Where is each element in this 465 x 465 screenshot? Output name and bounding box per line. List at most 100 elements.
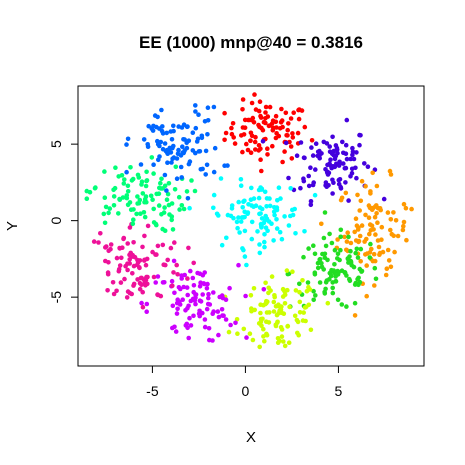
data-point: [266, 123, 272, 129]
data-point: [171, 270, 176, 275]
data-point: [338, 247, 343, 253]
data-point: [223, 130, 229, 136]
data-point: [327, 144, 333, 149]
data-point: [338, 227, 344, 233]
data-point: [128, 207, 134, 212]
data-point: [290, 269, 295, 275]
data-point: [305, 280, 311, 285]
data-point: [266, 285, 272, 291]
data-point: [182, 137, 187, 142]
data-point: [84, 188, 90, 194]
data-point: [287, 304, 292, 310]
data-point: [344, 273, 349, 278]
data-point: [322, 251, 328, 257]
data-point: [202, 324, 208, 330]
data-point: [292, 313, 298, 319]
data-point: [311, 297, 317, 303]
data-point: [308, 327, 314, 333]
data-point: [374, 203, 379, 208]
data-point: [260, 139, 266, 144]
data-point: [321, 267, 327, 272]
data-point: [206, 295, 211, 301]
data-point: [293, 231, 298, 236]
data-point: [357, 208, 363, 213]
data-point: [125, 183, 131, 189]
data-point: [143, 183, 149, 189]
data-point: [211, 290, 216, 295]
data-point: [205, 105, 211, 110]
data-point: [283, 140, 289, 146]
data-point: [334, 145, 340, 151]
data-point: [139, 182, 144, 187]
data-point: [149, 155, 155, 160]
data-point: [249, 185, 254, 191]
data-point: [292, 206, 298, 212]
data-point: [369, 223, 375, 228]
data-point: [262, 189, 268, 195]
data-point: [124, 295, 130, 300]
data-point: [263, 280, 268, 286]
data-point: [248, 197, 254, 202]
data-point: [166, 181, 172, 186]
data-point: [238, 183, 244, 188]
data-point: [185, 196, 191, 201]
data-point: [298, 140, 304, 145]
data-point: [181, 284, 186, 290]
data-point: [341, 150, 346, 156]
data-point: [108, 242, 114, 247]
data-point: [354, 150, 359, 155]
data-point: [356, 282, 361, 288]
data-point: [264, 332, 270, 338]
data-point: [145, 142, 150, 147]
data-point: [174, 176, 180, 181]
data-point: [256, 195, 262, 201]
data-point: [238, 219, 244, 224]
data-point: [204, 286, 210, 291]
data-point: [131, 217, 136, 222]
data-point: [372, 265, 378, 271]
data-point: [343, 180, 348, 185]
data-point: [138, 162, 144, 167]
data-point: [263, 120, 268, 126]
data-point: [319, 261, 324, 266]
data-point: [373, 232, 378, 237]
data-point: [353, 250, 359, 256]
data-point: [290, 135, 296, 140]
data-point: [291, 110, 297, 115]
data-point: [381, 196, 387, 202]
data-point: [285, 287, 290, 293]
data-point: [245, 147, 251, 153]
data-point: [159, 176, 164, 182]
data-point: [253, 203, 259, 208]
data-point: [169, 214, 175, 219]
data-point: [169, 137, 175, 142]
data-point: [282, 214, 287, 219]
data-point: [222, 137, 227, 143]
data-point: [211, 309, 216, 314]
data-point: [279, 106, 284, 112]
data-point: [338, 234, 344, 240]
data-point: [365, 164, 371, 169]
data-point: [331, 148, 337, 154]
data-point: [160, 226, 165, 232]
data-point: [326, 170, 332, 176]
data-point: [191, 283, 197, 288]
data-point: [118, 280, 124, 285]
data-point: [344, 239, 350, 244]
chart-title: EE (1000) mnp@40 = 0.3816: [139, 33, 363, 52]
data-point: [148, 193, 154, 199]
data-point: [196, 112, 201, 117]
data-point: [202, 281, 207, 287]
data-point: [235, 225, 240, 231]
data-point: [177, 207, 182, 212]
data-point: [371, 227, 376, 232]
data-point: [196, 149, 202, 154]
data-point: [245, 210, 251, 215]
data-point: [285, 271, 291, 277]
data-point: [274, 226, 280, 231]
data-point: [188, 268, 193, 274]
data-point: [142, 233, 147, 239]
data-point: [262, 338, 267, 344]
data-point: [330, 285, 336, 291]
data-point: [386, 258, 392, 263]
